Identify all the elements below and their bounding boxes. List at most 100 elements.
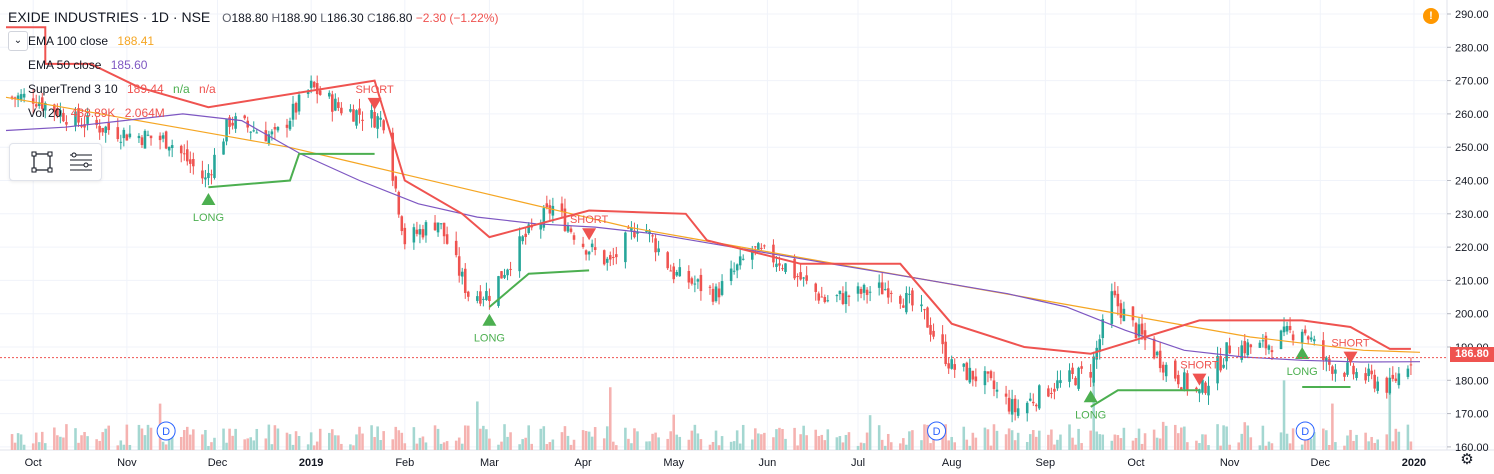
candle-body bbox=[1201, 379, 1204, 393]
gear-icon[interactable]: ⚙ bbox=[1460, 451, 1474, 468]
candle-body bbox=[823, 297, 827, 303]
volume-bar bbox=[1322, 428, 1325, 450]
volume-bar bbox=[424, 442, 428, 450]
candle-body bbox=[1394, 378, 1398, 382]
volume-bar bbox=[415, 443, 419, 450]
volume-bar bbox=[40, 431, 44, 450]
volume-bar bbox=[859, 442, 863, 450]
volume-bar bbox=[518, 444, 521, 450]
candle-body bbox=[605, 258, 609, 263]
volume-bar bbox=[210, 442, 213, 450]
indicator-supertrend[interactable]: SuperTrend 3 10 189.44 n/a n/a bbox=[28, 82, 216, 96]
volume-bar bbox=[228, 428, 231, 450]
candle-body bbox=[1119, 303, 1123, 318]
alert-icon[interactable]: ! bbox=[1423, 8, 1439, 24]
volume-bar bbox=[62, 437, 65, 450]
volume-bar bbox=[965, 439, 969, 450]
volume-bar bbox=[1325, 430, 1328, 450]
volume-bar bbox=[757, 433, 760, 450]
volume-bar bbox=[581, 430, 585, 450]
volume-bar bbox=[80, 435, 83, 450]
short-arrow bbox=[1192, 373, 1207, 386]
candle-body bbox=[1267, 345, 1271, 350]
volume-bar bbox=[355, 434, 358, 450]
volume-bar bbox=[122, 444, 126, 450]
volume-bar bbox=[137, 424, 141, 450]
volume-bar bbox=[923, 424, 926, 450]
volume-bar bbox=[1028, 434, 1032, 450]
volume-bar bbox=[627, 438, 630, 450]
candle-body bbox=[149, 135, 153, 139]
volume-bar bbox=[877, 425, 881, 450]
candle-body bbox=[1225, 342, 1228, 362]
symbol-title[interactable]: EXIDE INDUSTRIES · 1D · NSE bbox=[8, 9, 211, 25]
volume-bar bbox=[1007, 428, 1011, 450]
candle-body bbox=[1352, 365, 1355, 375]
candle-body bbox=[204, 177, 207, 180]
volume-bar bbox=[1309, 438, 1313, 450]
indicator-value-2: 2.064M bbox=[124, 106, 165, 120]
object-tree-icon[interactable] bbox=[68, 150, 92, 174]
indicator-ema50[interactable]: EMA 50 close 185.60 bbox=[28, 58, 147, 72]
volume-bar bbox=[1143, 433, 1147, 450]
candle-body bbox=[569, 228, 573, 232]
volume-bar bbox=[246, 438, 249, 450]
candle-body bbox=[714, 286, 718, 302]
volume-bar bbox=[835, 437, 839, 450]
volume-bar bbox=[593, 427, 597, 450]
legend-collapse-button[interactable]: ⌄ bbox=[8, 31, 28, 51]
candle-body bbox=[1013, 398, 1017, 413]
volume-bar bbox=[687, 439, 691, 450]
indicator-value: 185.60 bbox=[110, 58, 148, 72]
candle-body bbox=[1198, 389, 1201, 394]
candle-body bbox=[729, 268, 733, 282]
candle-body bbox=[738, 256, 742, 266]
candle-body bbox=[1095, 347, 1098, 360]
candle-body bbox=[590, 243, 594, 248]
candle-body bbox=[13, 97, 17, 99]
volume-bar bbox=[331, 429, 334, 450]
candle-body bbox=[231, 122, 234, 126]
volume-bar bbox=[1113, 434, 1117, 450]
volume-bar bbox=[485, 429, 488, 450]
volume-bar bbox=[285, 432, 289, 450]
volume-bar bbox=[225, 442, 228, 450]
candle-body bbox=[1092, 356, 1095, 383]
volume-bar bbox=[376, 426, 379, 450]
low-label: L bbox=[320, 11, 327, 25]
volume-bar bbox=[1025, 441, 1029, 450]
volume-bar bbox=[53, 427, 56, 450]
candle-body bbox=[264, 130, 268, 142]
candle-body bbox=[1288, 325, 1292, 331]
candle-body bbox=[291, 103, 295, 120]
candle-body bbox=[1161, 364, 1165, 373]
indicator-volume[interactable]: Vol 20 438.89K 2.064M bbox=[28, 106, 165, 120]
candle-body bbox=[720, 281, 724, 295]
candle-body bbox=[908, 293, 911, 295]
indicator-name: EMA 100 close bbox=[28, 34, 109, 48]
candle-body bbox=[439, 223, 443, 225]
volume-bar bbox=[905, 444, 908, 450]
indicator-value-2: n/a bbox=[173, 82, 190, 96]
candle-body bbox=[593, 247, 597, 251]
candle-body bbox=[1249, 344, 1253, 348]
candle-body bbox=[315, 83, 319, 95]
candle-body bbox=[34, 104, 38, 107]
candle-body bbox=[678, 267, 682, 277]
candle-body bbox=[530, 226, 533, 228]
candle-body bbox=[143, 130, 147, 149]
rectangle-tool-icon[interactable] bbox=[30, 150, 54, 174]
candle-body bbox=[1373, 374, 1376, 389]
volume-bar bbox=[1228, 444, 1231, 450]
volume-bar bbox=[1186, 442, 1189, 450]
price-tick-label: 270.00 bbox=[1455, 76, 1489, 88]
candle-body bbox=[1110, 291, 1114, 324]
volume-bar bbox=[651, 433, 654, 450]
volume-bar bbox=[911, 430, 914, 450]
indicator-ema100[interactable]: EMA 100 close 188.41 bbox=[28, 34, 154, 48]
supertrend-down-line bbox=[6, 26, 1411, 355]
volume-bar bbox=[1164, 425, 1168, 450]
volume-bar bbox=[527, 425, 530, 450]
candle-body bbox=[140, 137, 144, 145]
